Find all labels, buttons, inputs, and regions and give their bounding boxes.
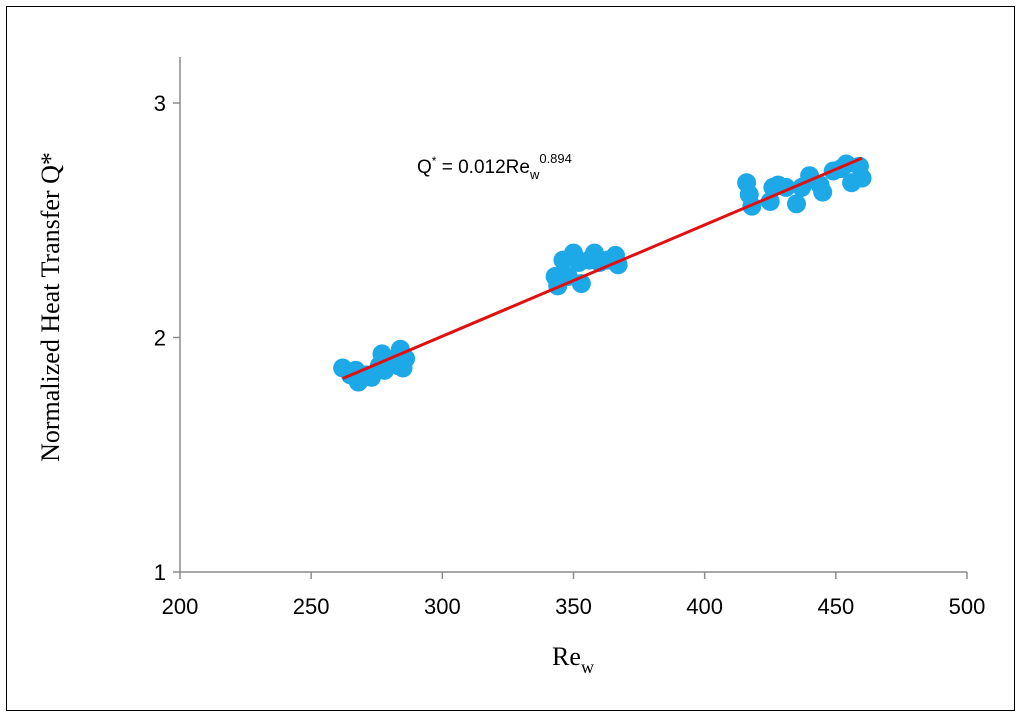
data-point <box>760 191 780 211</box>
fit-line-group <box>342 156 863 380</box>
x-tick-label: 450 <box>817 594 854 619</box>
x-tick-label: 200 <box>162 594 199 619</box>
y-tick-label: 1 <box>154 560 166 585</box>
eq-sup: * <box>432 154 437 168</box>
eq-prefix: Q <box>417 157 432 178</box>
y-tick-label: 3 <box>154 91 166 116</box>
y-axis-title: Normalized Heat Transfer Q* <box>36 152 65 462</box>
eq-sub: w <box>529 167 540 182</box>
data-point <box>813 182 833 202</box>
fit-equation: Q* = 0.012Rew0.894 <box>417 151 572 182</box>
x-axis-title: Rew <box>552 642 594 677</box>
x-tick-label: 300 <box>424 594 461 619</box>
tick-group: 200 250 300 350 400 450 500 1 2 3 <box>154 91 986 619</box>
fit-line <box>342 156 863 380</box>
y-tick-label: 2 <box>154 326 166 351</box>
x-tick-label: 500 <box>949 594 986 619</box>
data-point <box>852 168 872 188</box>
x-title-main: Re <box>552 642 581 671</box>
x-title-sub: w <box>581 657 594 677</box>
axes <box>179 57 967 573</box>
data-point <box>786 194 806 214</box>
eq-middle: = 0.012Re <box>436 157 530 178</box>
x-tick-label: 250 <box>293 594 330 619</box>
data-points <box>333 154 872 392</box>
eq-exp: 0.894 <box>539 151 572 166</box>
x-tick-label: 400 <box>686 594 723 619</box>
x-tick-label: 350 <box>555 594 592 619</box>
chart-frame: 200 250 300 350 400 450 500 1 2 3 Q* = 0.012Rew0.… <box>6 6 1015 711</box>
